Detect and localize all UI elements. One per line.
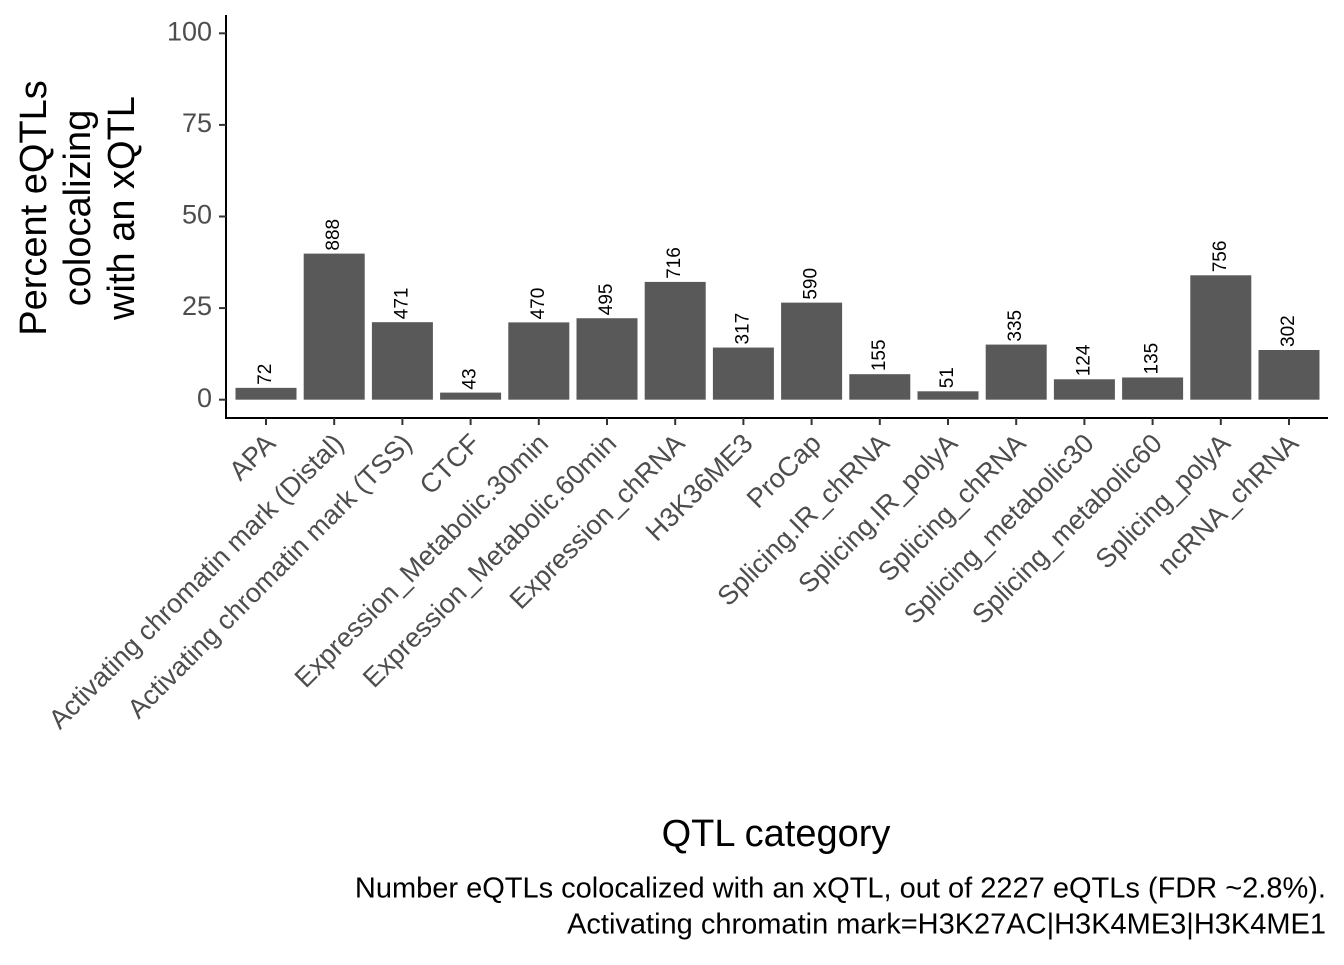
bar — [1122, 377, 1184, 400]
y-axis-title: Percent eQTLs colocalizing with an xQTL — [13, 80, 143, 336]
count-label: 317 — [732, 313, 753, 345]
count-label: 888 — [323, 219, 344, 251]
caption: Number eQTLs colocalized with an xQTL, o… — [355, 873, 1326, 905]
y-tick-label: 25 — [182, 291, 212, 321]
x-tick-label: APA — [223, 428, 281, 486]
bar — [644, 281, 706, 400]
count-label: 43 — [460, 368, 481, 389]
bar — [781, 302, 843, 400]
count-label: 302 — [1278, 315, 1299, 347]
count-label: 155 — [869, 339, 890, 371]
y-tick-label: 0 — [197, 383, 212, 413]
y-tick-label: 75 — [182, 108, 212, 138]
bar — [1258, 350, 1320, 400]
y-tick-label: 100 — [167, 16, 212, 46]
bar — [303, 253, 365, 400]
bar — [917, 391, 979, 400]
count-label: 72 — [255, 364, 276, 385]
bar — [440, 392, 502, 400]
count-label: 124 — [1073, 344, 1094, 376]
bar — [235, 387, 297, 400]
count-label: 756 — [1210, 241, 1231, 273]
y-axis-title-line: with an xQTL — [101, 96, 143, 321]
bar — [508, 322, 570, 400]
count-label: 471 — [391, 287, 412, 319]
bar — [1053, 379, 1115, 400]
x-tick-label: Activating chromatin mark (Distal) — [43, 428, 350, 735]
y-tick-label: 50 — [182, 200, 212, 230]
y-axis-title-line: colocalizing — [57, 110, 99, 306]
bar — [849, 374, 911, 400]
caption: Activating chromatin mark=H3K27AC|H3K4ME… — [567, 909, 1326, 941]
count-label: 335 — [1005, 310, 1026, 342]
count-label: 51 — [937, 367, 958, 388]
bar — [371, 322, 433, 400]
bar — [712, 347, 774, 400]
count-label: 470 — [528, 288, 549, 320]
count-label: 716 — [664, 247, 685, 279]
count-label: 590 — [801, 268, 822, 300]
count-label: 495 — [596, 284, 617, 316]
count-label: 135 — [1142, 343, 1163, 375]
bar — [576, 318, 638, 400]
bar — [1190, 275, 1252, 400]
x-axis-title: QTL category — [662, 813, 891, 855]
y-axis-title-line: Percent eQTLs — [13, 80, 55, 336]
bar — [985, 344, 1047, 400]
